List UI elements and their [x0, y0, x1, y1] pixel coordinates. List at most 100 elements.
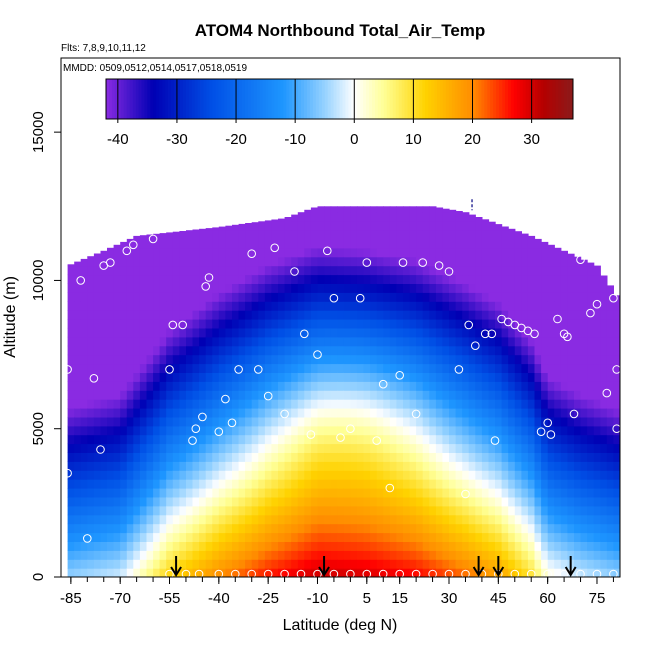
- field-cell: [435, 265, 444, 276]
- field-cell: [587, 292, 595, 302]
- field-cell: [587, 496, 595, 507]
- field-cell: [199, 327, 207, 338]
- field-cell: [251, 532, 259, 542]
- field-cell: [291, 523, 299, 534]
- field-cell: [376, 505, 384, 516]
- field-cell: [475, 283, 483, 293]
- field-cell: [310, 372, 319, 382]
- field-cell: [330, 434, 338, 445]
- field-cell: [462, 230, 470, 240]
- field-cell: [264, 256, 273, 267]
- field-cell: [146, 265, 154, 276]
- colorbar-cell: [392, 79, 397, 119]
- field-cell: [317, 434, 325, 445]
- field-cell: [554, 452, 562, 462]
- field-cell: [212, 399, 220, 409]
- field-cell: [554, 336, 562, 347]
- field-cell: [527, 408, 536, 418]
- field-cell: [278, 292, 286, 302]
- field-cell: [475, 550, 483, 560]
- field-cell: [278, 230, 286, 240]
- field-cell: [297, 559, 305, 569]
- field-cell: [271, 470, 279, 480]
- field-cell: [284, 283, 292, 293]
- field-cell: [271, 568, 279, 577]
- field-cell: [139, 461, 148, 471]
- field-cell: [514, 550, 522, 560]
- field-cell: [468, 523, 476, 534]
- field-cell: [212, 363, 220, 373]
- colorbar-cell: [481, 79, 485, 119]
- field-cell: [199, 452, 207, 462]
- field-cell: [317, 559, 325, 569]
- field-cell: [567, 532, 575, 542]
- colorbar-cell: [212, 79, 216, 119]
- field-cell: [172, 247, 180, 258]
- field-cell: [317, 363, 325, 373]
- field-cell: [232, 505, 240, 516]
- field-cell: [580, 274, 588, 284]
- colorbar-cell: [519, 79, 524, 119]
- field-cell: [172, 505, 180, 516]
- field-cell: [238, 238, 246, 249]
- field-cell: [297, 514, 305, 525]
- field-cell: [179, 452, 187, 462]
- field-cell: [389, 345, 397, 356]
- field-cell: [376, 283, 384, 293]
- field-cell: [343, 559, 351, 569]
- field-cell: [310, 207, 319, 213]
- field-cell: [120, 559, 128, 569]
- field-cell: [481, 336, 490, 347]
- field-cell: [107, 301, 115, 311]
- field-cell: [593, 514, 601, 525]
- field-cell: [356, 488, 365, 498]
- field-cell: [225, 496, 233, 507]
- field-cell: [159, 541, 167, 551]
- field-cell: [442, 265, 450, 276]
- field-cell: [468, 416, 476, 427]
- field-cell: [284, 230, 292, 240]
- field-cell: [304, 292, 312, 302]
- field-cell: [238, 310, 246, 320]
- field-cell: [600, 301, 608, 311]
- field-cell: [74, 345, 82, 356]
- field-cell: [218, 541, 226, 551]
- field-cell: [251, 514, 259, 525]
- colorbar-cell: [525, 79, 530, 119]
- field-cell: [350, 319, 358, 329]
- field-cell: [179, 461, 187, 471]
- field-cell: [534, 363, 542, 373]
- field-cell: [481, 532, 490, 542]
- field-cell: [574, 336, 582, 347]
- colorbar-cell: [469, 79, 473, 119]
- field-cell: [232, 550, 240, 560]
- flight-arrow: [170, 556, 182, 577]
- field-cell: [488, 301, 496, 311]
- field-cell: [495, 523, 503, 534]
- field-cell: [567, 327, 575, 338]
- field-cell: [133, 496, 141, 507]
- field-cell: [409, 390, 417, 400]
- field-cell: [396, 247, 404, 258]
- field-cell: [310, 479, 319, 489]
- colorbar-cell: [171, 79, 175, 119]
- field-cell: [245, 399, 253, 409]
- colorbar-cell: [549, 79, 553, 119]
- colorbar-cell: [135, 79, 139, 119]
- field-cell: [192, 416, 200, 427]
- field-cell: [501, 230, 509, 240]
- field-cell: [363, 470, 371, 480]
- field-cell: [429, 399, 437, 409]
- field-cell: [238, 461, 246, 471]
- field-cell: [481, 219, 490, 222]
- field-cell: [199, 228, 207, 231]
- observation-point: [461, 489, 470, 499]
- field-cell: [80, 283, 88, 293]
- colorbar-cell: [410, 79, 414, 119]
- field-cell: [179, 238, 187, 249]
- field-cell: [337, 292, 345, 302]
- field-cell: [587, 301, 595, 311]
- field-cell: [495, 230, 503, 240]
- field-cell: [606, 285, 614, 293]
- field-cell: [606, 408, 614, 418]
